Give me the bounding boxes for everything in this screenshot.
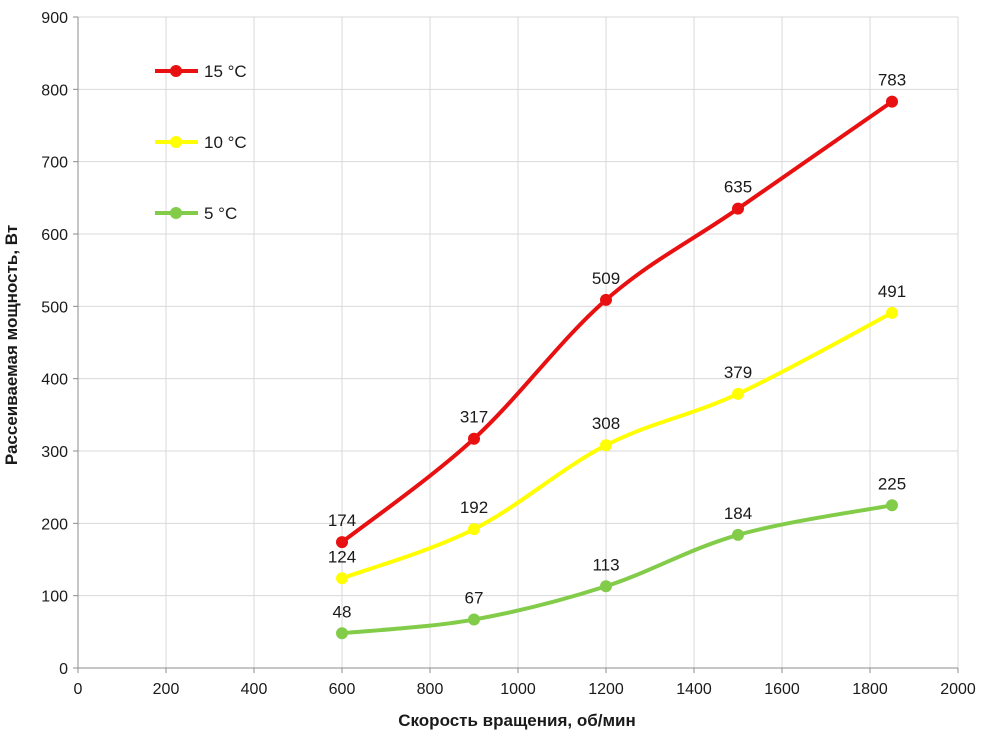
data-point [468,432,480,445]
x-tick-label: 800 [417,681,444,698]
data-point [886,95,898,108]
legend-swatch-marker [170,136,182,148]
data-point [600,293,612,306]
y-tick-label: 800 [41,82,68,99]
x-tick-label: 1200 [588,681,624,698]
data-label: 124 [328,547,356,566]
series-line [340,310,894,581]
data-label: 308 [592,414,620,433]
y-tick-label: 500 [41,299,68,316]
series-lines [336,95,898,640]
data-label: 491 [878,282,906,301]
data-label: 635 [724,178,752,197]
x-tick-label: 1600 [764,681,800,698]
data-label: 317 [460,408,488,427]
y-tick-label: 200 [41,516,68,533]
x-tick-label: 200 [153,681,180,698]
data-point [600,580,612,593]
grid [78,16,959,668]
data-point [732,528,744,541]
legend-label: 10 °C [204,133,247,152]
data-label: 184 [724,504,752,523]
x-tick-label: 1400 [676,681,712,698]
y-tick-label: 100 [41,589,68,606]
data-point [886,306,898,319]
legend-label: 5 °C [204,204,237,223]
y-tick-label: 600 [41,227,68,244]
x-tick-label: 1000 [500,681,536,698]
data-label: 174 [328,511,356,530]
y-tick-label: 900 [41,10,68,27]
legend-swatch-marker [170,207,182,219]
data-point [336,627,348,640]
legend: 15 °C 10 °C 5 °C [155,62,247,223]
data-point [732,202,744,215]
x-axis-title: Скорость вращения, об/мин [398,711,636,730]
data-label: 225 [878,474,906,493]
y-axis-title: Рассеиваемая мощность, Вт [2,225,21,465]
data-point [336,536,348,549]
y-tick-label: 400 [41,372,68,389]
y-tick-label: 300 [41,444,68,461]
axes: 0 100 200 300 400 500 600 700 800 900 0 200 400 600 80… [41,10,976,698]
data-label: 192 [460,498,488,517]
data-label: 509 [592,269,620,288]
data-label: 113 [592,555,619,574]
data-point [600,439,612,452]
y-tick-label: 0 [59,661,68,678]
data-labels: 174 317 509 635 783 124 192 308 379 491 48 67 113 184… [328,71,906,622]
data-point [468,613,480,626]
data-label: 67 [465,589,484,608]
data-point [732,387,744,400]
data-point [468,523,480,536]
series-line [340,99,894,545]
x-tick-label: 2000 [940,681,976,698]
y-tick-label: 700 [41,155,68,172]
data-label: 48 [333,602,352,621]
x-tick-label: 600 [329,681,356,698]
x-tick-label: 1800 [852,681,888,698]
x-tick-label: 0 [74,681,83,698]
data-label: 783 [878,71,906,90]
data-point [336,572,348,585]
legend-swatch-marker [170,65,182,77]
legend-label: 15 °C [204,62,247,81]
data-point [886,499,898,512]
data-label: 379 [724,363,752,382]
x-tick-label: 400 [241,681,268,698]
